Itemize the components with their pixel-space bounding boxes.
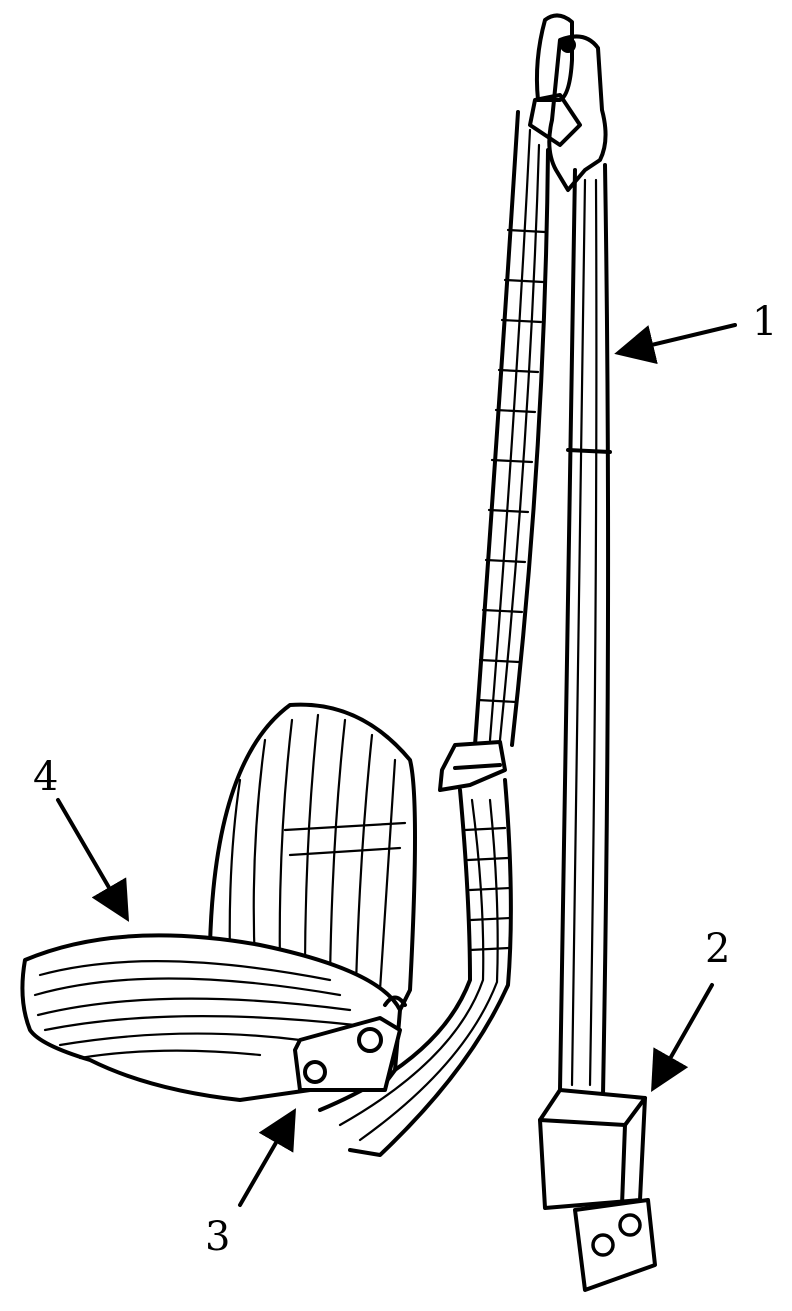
callout-arrow-2 (651, 983, 714, 1092)
callout-label-2: 2 (705, 926, 730, 972)
upper-anchor (528, 13, 608, 192)
callout-label-1: 1 (752, 299, 777, 345)
callout-arrow-4 (56, 798, 130, 922)
belt-buckle (438, 740, 507, 792)
callout-label-3: 3 (205, 1214, 230, 1260)
lower-anchor-plate (538, 1088, 657, 1292)
belt-strap-diagonal (473, 110, 550, 747)
belt-strap-vertical (558, 163, 612, 1097)
callout-arrow-1 (614, 323, 737, 365)
callout-arrow-3 (238, 1108, 297, 1207)
seat (20, 702, 417, 1102)
callout-label-4: 4 (33, 754, 58, 800)
